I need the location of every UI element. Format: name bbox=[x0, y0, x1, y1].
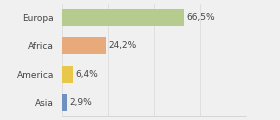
Text: 6,4%: 6,4% bbox=[76, 70, 98, 79]
Bar bbox=[62, 37, 106, 54]
Bar bbox=[62, 94, 67, 111]
Text: 2,9%: 2,9% bbox=[69, 98, 92, 107]
Bar bbox=[62, 9, 185, 26]
Text: 24,2%: 24,2% bbox=[109, 41, 137, 50]
Text: 66,5%: 66,5% bbox=[187, 13, 215, 22]
Bar bbox=[62, 66, 73, 83]
